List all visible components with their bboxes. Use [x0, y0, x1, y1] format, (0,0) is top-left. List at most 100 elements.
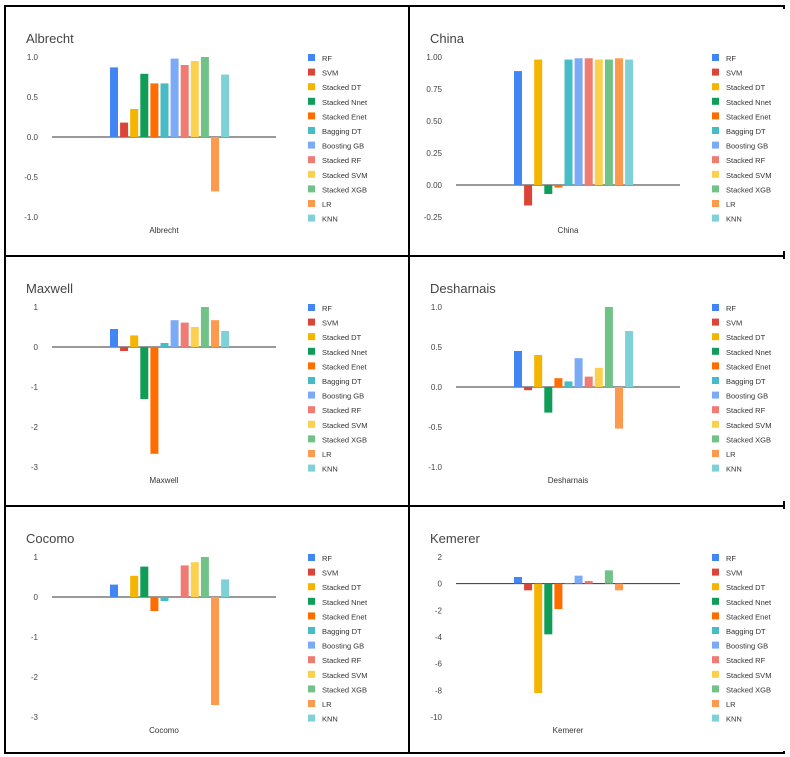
bar-lr	[211, 320, 219, 347]
legend-swatch	[712, 170, 719, 178]
legend-swatch	[308, 377, 315, 384]
legend-swatch	[308, 597, 315, 605]
legend-swatch	[712, 362, 719, 370]
legend-swatch	[308, 97, 315, 105]
chart-title: Cocomo	[26, 531, 74, 546]
legend-label: Stacked Nnet	[726, 98, 772, 107]
legend-label: Stacked XGB	[322, 435, 367, 444]
legend-label: RF	[726, 54, 736, 63]
y-tick-label: -2	[435, 606, 443, 615]
bar-stacked-dt	[534, 59, 543, 186]
legend-swatch	[712, 656, 719, 664]
y-tick-label: -8	[435, 686, 443, 695]
bar-lr	[615, 387, 623, 429]
bar-rf	[110, 584, 118, 597]
legend-swatch	[712, 670, 719, 678]
legend-label: Stacked DT	[726, 83, 766, 92]
legend-label: Bagging DT	[322, 627, 362, 636]
legend-swatch	[308, 185, 315, 193]
legend-label: Stacked XGB	[726, 685, 771, 694]
legend-swatch	[712, 627, 719, 634]
legend-label: Boosting GB	[726, 642, 768, 651]
legend-swatch	[308, 347, 315, 355]
legend-label: SVM	[322, 69, 338, 78]
legend-swatch	[308, 612, 315, 620]
legend-swatch	[712, 450, 719, 457]
legend-label: Stacked Enet	[726, 612, 772, 621]
chart-svg: Albrecht 1.0 0.5 0.0 -0.5 -1.0 Albrecht RF SVM St…	[8, 9, 404, 251]
bar-boosting-gb	[170, 58, 179, 137]
legend-swatch	[308, 200, 315, 207]
divider-vertical	[408, 7, 410, 752]
legend-label: Stacked DT	[322, 83, 362, 92]
bar-knn	[221, 74, 230, 137]
chart-title: China	[430, 31, 465, 46]
y-tick-label: 0	[34, 343, 39, 352]
panel-albrecht: Albrecht 1.0 0.5 0.0 -0.5 -1.0 Albrecht RF SVM St…	[6, 7, 408, 255]
legend-label: SVM	[726, 569, 742, 578]
legend-swatch	[712, 391, 719, 399]
y-tick-label: -0.5	[428, 423, 442, 432]
legend-label: KNN	[322, 215, 338, 224]
bar-lr	[615, 58, 623, 185]
legend-label: Bagging DT	[726, 627, 766, 636]
x-axis-label: Cocomo	[149, 726, 179, 735]
legend-label: Stacked SVM	[322, 421, 367, 430]
legend-label: Stacked RF	[322, 656, 362, 665]
bar-bagging-dt	[564, 583, 573, 584]
bar-bagging-dt	[160, 83, 169, 137]
divider-horizontal-1	[6, 255, 783, 257]
bar-lr	[211, 597, 219, 705]
bar-svm	[120, 347, 129, 351]
legend-swatch	[712, 377, 719, 384]
legend-swatch	[712, 583, 719, 591]
chart-grid: Albrecht 1.0 0.5 0.0 -0.5 -1.0 Albrecht RF SVM St…	[4, 5, 790, 755]
x-axis-label: China	[558, 226, 579, 235]
bar-stacked-dt	[534, 355, 543, 387]
legend-swatch	[712, 156, 719, 164]
bar-stacked-svm	[190, 327, 199, 347]
legend-label: Bagging DT	[322, 377, 362, 386]
legend-swatch	[308, 68, 315, 76]
legend-label: Stacked XGB	[726, 435, 771, 444]
legend-label: Boosting GB	[322, 142, 364, 151]
legend-label: Stacked SVM	[726, 671, 771, 680]
bar-rf	[514, 351, 522, 387]
legend-swatch	[308, 670, 315, 678]
bar-boosting-gb	[574, 358, 583, 387]
legend-label: KNN	[726, 465, 742, 474]
legend-label: SVM	[322, 569, 338, 578]
legend-label: LR	[726, 700, 736, 709]
bar-stacked-rf	[584, 376, 593, 387]
y-tick-label: 0	[34, 593, 39, 602]
y-tick-label: -3	[31, 713, 39, 722]
legend-label: Stacked DT	[726, 333, 766, 342]
legend-swatch	[308, 450, 315, 457]
bar-stacked-svm	[594, 59, 603, 186]
legend-label: Stacked RF	[726, 406, 766, 415]
panel-cocomo: Cocomo 1 0 -1 -2 -3 Cocomo RF SVM Stacked DT Stack…	[6, 507, 408, 755]
legend-swatch	[712, 68, 719, 76]
legend-swatch	[712, 112, 719, 120]
legend-label: Stacked Nnet	[322, 98, 368, 107]
legend-label: Boosting GB	[322, 392, 364, 401]
legend-label: LR	[726, 200, 736, 209]
legend-label: KNN	[726, 215, 742, 224]
bar-stacked-nnet	[140, 73, 149, 137]
y-tick-label: 1.0	[431, 303, 443, 312]
legend-swatch	[308, 435, 315, 443]
y-tick-label: -1.0	[24, 213, 38, 222]
x-axis-label: Albrecht	[149, 226, 179, 235]
y-tick-label: 0.5	[27, 93, 39, 102]
y-tick-label: 0.50	[426, 117, 442, 126]
legend-swatch	[712, 714, 719, 722]
chart-svg: Desharnais 1.0 0.5 0.0 -0.5 -1.0 Desharnais RF S…	[412, 259, 790, 501]
legend-swatch	[712, 420, 719, 428]
y-tick-label: -0.25	[424, 213, 443, 222]
legend-swatch	[308, 685, 315, 693]
bar-rf	[514, 577, 522, 584]
bar-stacked-enet	[150, 83, 159, 137]
legend-label: Stacked XGB	[322, 185, 367, 194]
legend-swatch	[308, 714, 315, 722]
legend-swatch	[308, 656, 315, 664]
